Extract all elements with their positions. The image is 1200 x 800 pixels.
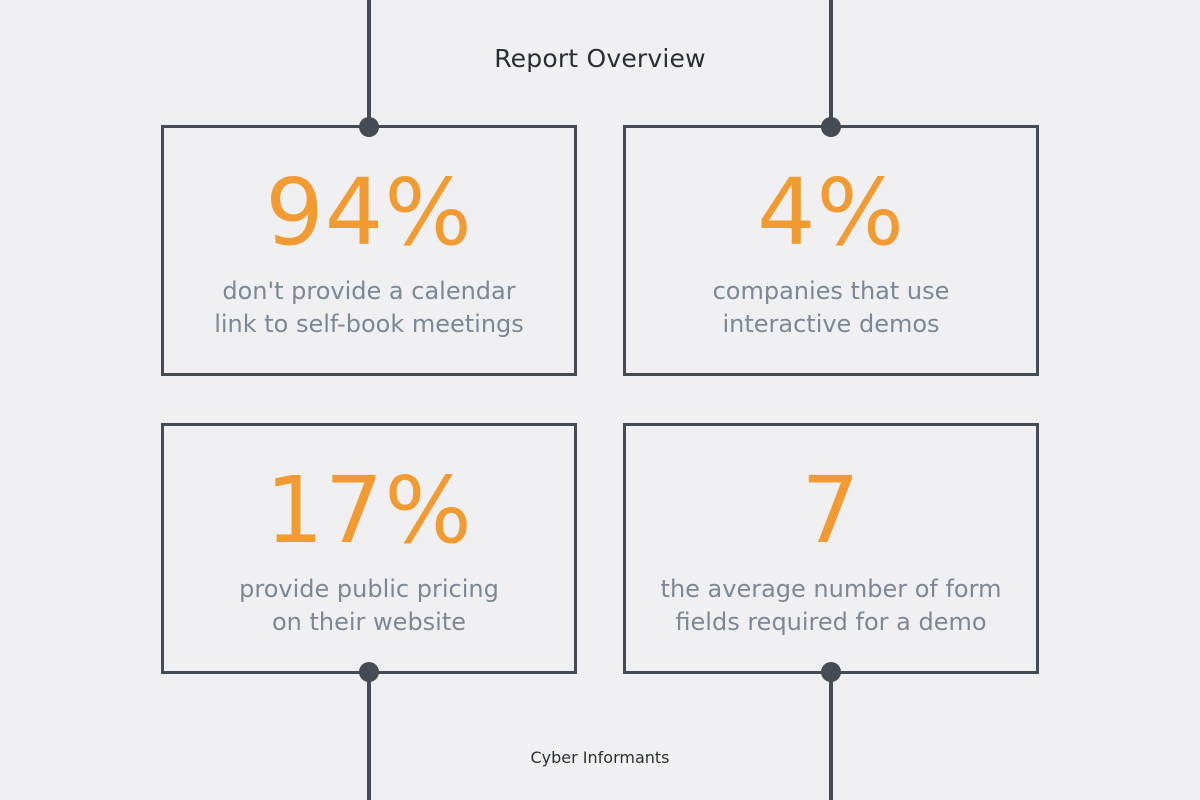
- connector-dot-top-right: [821, 117, 841, 137]
- stat-value: 7: [801, 457, 861, 564]
- connector-line-top-left: [367, 0, 371, 127]
- page-title: Report Overview: [494, 44, 706, 73]
- stat-description: the average number of form fields requir…: [626, 573, 1036, 639]
- stat-value: 4%: [757, 159, 905, 266]
- stat-card-calendar: 94% don't provide a calendar link to sel…: [161, 125, 577, 376]
- connector-line-bottom-right: [829, 672, 833, 800]
- connector-dot-top-left: [359, 117, 379, 137]
- connector-dot-bottom-left: [359, 662, 379, 682]
- connector-line-top-right: [829, 0, 833, 127]
- stat-description: provide public pricing on their website: [164, 573, 574, 639]
- stat-value: 17%: [265, 457, 473, 564]
- stat-description-line: on their website: [271, 608, 467, 636]
- footer-brand: Cyber Informants: [530, 748, 670, 767]
- stat-description: don't provide a calendar link to self-bo…: [164, 275, 574, 341]
- stat-description: companies that use interactive demos: [626, 275, 1036, 341]
- stat-description-line: fields required for a demo: [675, 608, 987, 636]
- stat-description-line: link to self-book meetings: [214, 310, 524, 338]
- stat-description-line: companies that use: [712, 277, 950, 305]
- stat-card-interactive-demos: 4% companies that use interactive demos: [623, 125, 1039, 376]
- stat-value: 94%: [265, 159, 473, 266]
- stat-description-line: provide public pricing: [239, 575, 499, 603]
- stat-card-form-fields: 7 the average number of form fields requ…: [623, 423, 1039, 674]
- stat-description-line: the average number of form: [660, 575, 1002, 603]
- connector-line-bottom-left: [367, 672, 371, 800]
- stat-description-line: interactive demos: [722, 310, 940, 338]
- stat-card-public-pricing: 17% provide public pricing on their webs…: [161, 423, 577, 674]
- connector-dot-bottom-right: [821, 662, 841, 682]
- stat-description-line: don't provide a calendar: [222, 277, 516, 305]
